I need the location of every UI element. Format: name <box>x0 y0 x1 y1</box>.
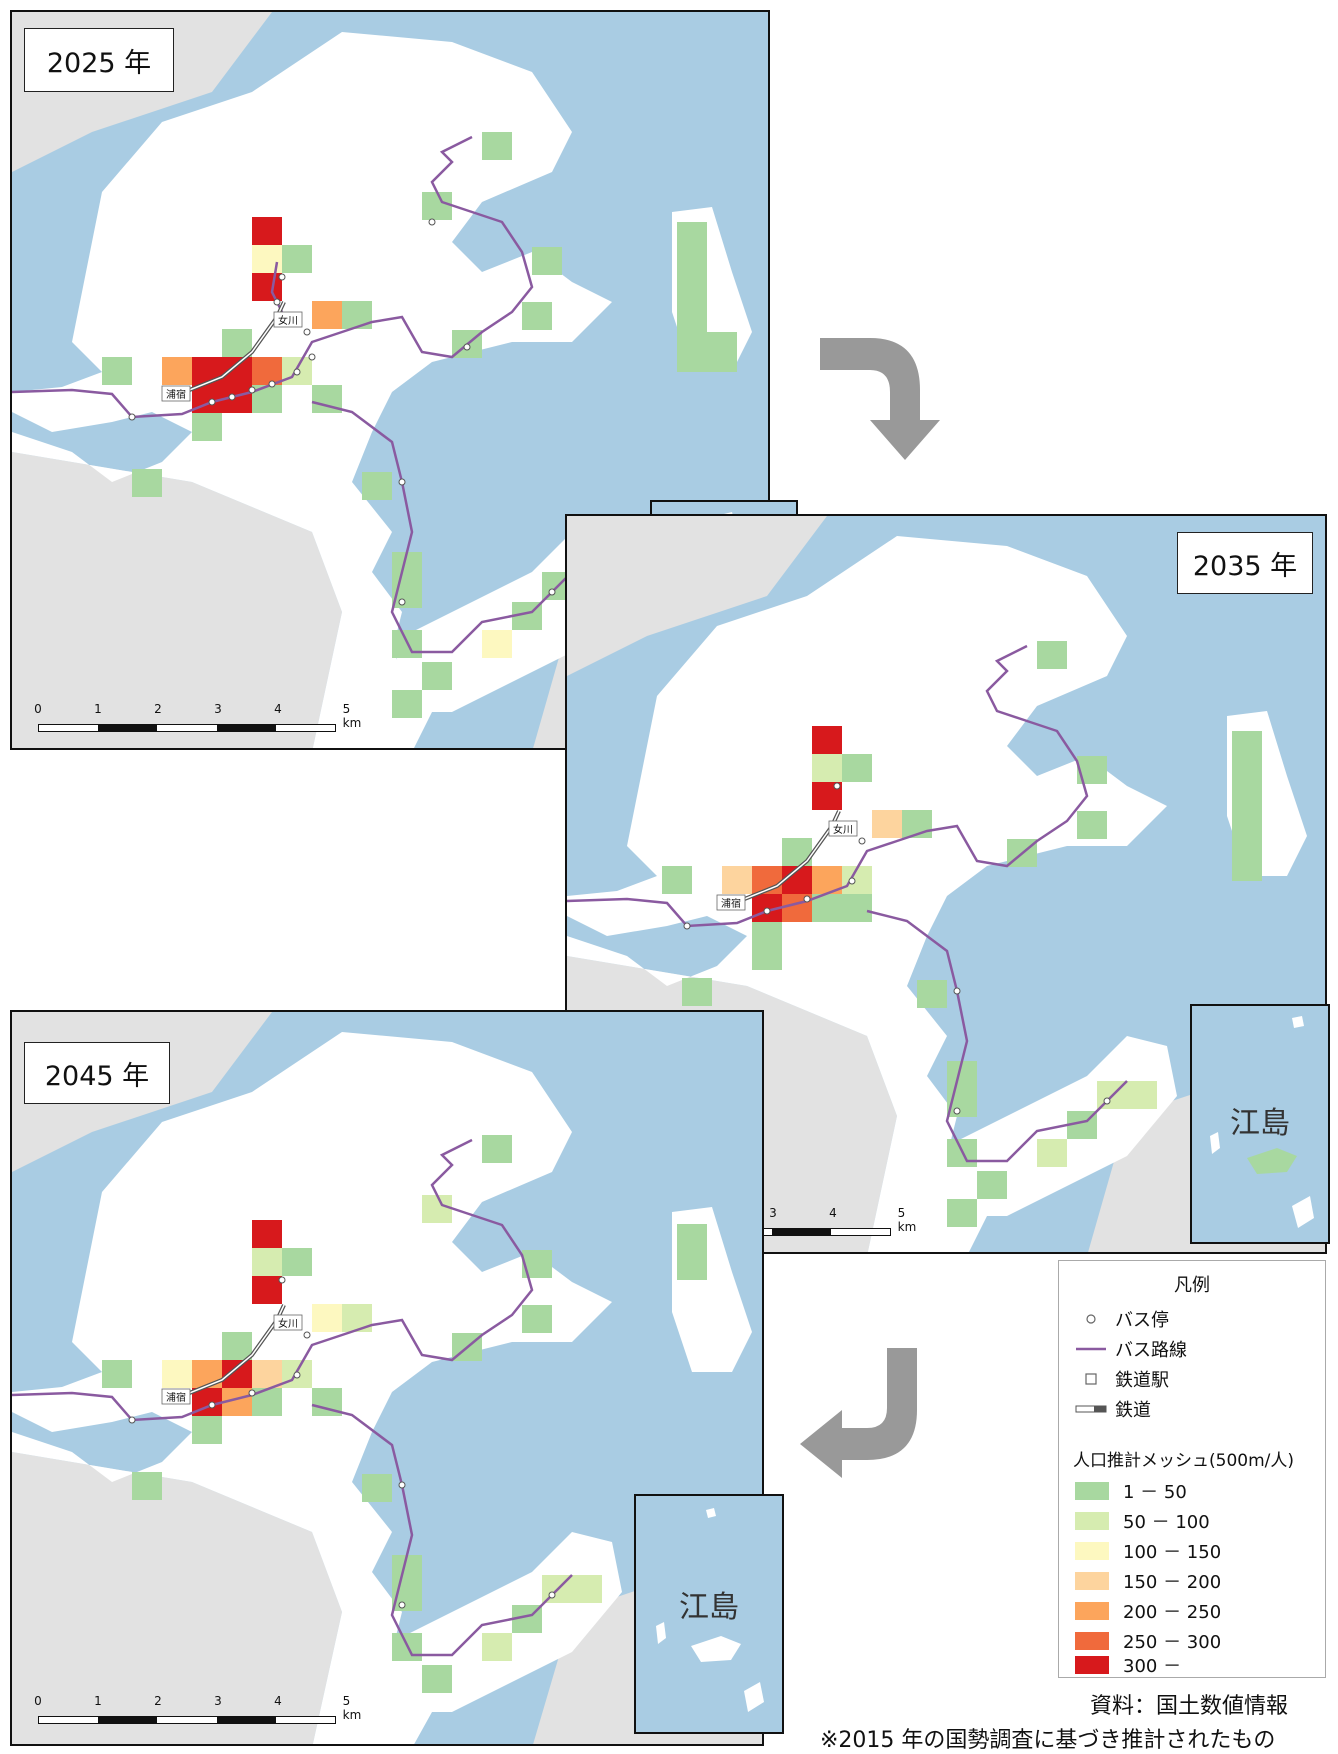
legend-class-label: 1 － 50 <box>1123 1482 1187 1503</box>
station-label-urashuku: 浦宿 <box>716 894 746 911</box>
inset-ejima-2035: 江島 <box>1190 1004 1330 1244</box>
scale-tick: 0 <box>34 1694 42 1708</box>
scale-tick: 5 km <box>342 1694 362 1722</box>
source-credit: 資料：国土数値情報 <box>1090 1694 1289 1719</box>
svg-text:浦宿: 浦宿 <box>166 1391 186 1404</box>
legend-class: 1 － 50 <box>1073 1479 1187 1503</box>
station-label-onagawa: 女川 <box>273 311 303 328</box>
svg-text:浦宿: 浦宿 <box>721 897 741 910</box>
legend: 凡例 バス停 バス路線 鉄道駅 鉄道 人口推計メッシュ(500m/人) 1 － … <box>1058 1260 1326 1678</box>
bus-stops <box>128 218 556 606</box>
legend-class-label: 150 － 200 <box>1123 1572 1222 1593</box>
population-mesh <box>662 641 1262 1227</box>
legend-class: 50 － 100 <box>1073 1509 1210 1533</box>
scale-tick: 4 <box>829 1206 837 1220</box>
bus-stop-circle-icon <box>1073 1312 1109 1326</box>
legend-item-label: バス路線 <box>1115 1340 1187 1361</box>
svg-text:女川: 女川 <box>278 1317 298 1330</box>
legend-class-label: 250 － 300 <box>1123 1632 1222 1653</box>
station-label-onagawa: 女川 <box>828 820 858 837</box>
svg-text:浦宿: 浦宿 <box>166 388 186 401</box>
population-mesh <box>102 1135 707 1693</box>
bus-route <box>270 261 284 313</box>
legend-title: 凡例 <box>1174 1275 1210 1296</box>
legend-class: 200 － 250 <box>1073 1599 1221 1623</box>
year-label: 2035 年 <box>1177 532 1313 594</box>
year-label: 2045 年 <box>24 1042 170 1104</box>
scale-bar-graphic <box>38 724 336 732</box>
scale-tick: 5 km <box>897 1206 917 1234</box>
legend-item-label: バス停 <box>1115 1310 1169 1331</box>
legend-item-bus-route: バス路線 <box>1073 1337 1187 1361</box>
inset-ejima-2045: 江島 <box>634 1494 784 1734</box>
scale-tick: 5 km <box>342 702 362 730</box>
bus-route-line-icon <box>1073 1344 1109 1354</box>
bus-route <box>311 400 573 654</box>
scale-bar: 0 1 2 3 4 5 km <box>26 702 361 742</box>
legend-class-label: 100 － 150 <box>1123 1542 1222 1563</box>
legend-swatch <box>1075 1512 1109 1530</box>
legend-class: 250 － 300 <box>1073 1629 1221 1653</box>
legend-item-label: 鉄道駅 <box>1115 1370 1169 1391</box>
scale-tick: 4 <box>274 1694 282 1708</box>
map-2025: 女川 浦宿 2025 年 0 1 2 3 4 5 km <box>10 10 770 750</box>
legend-class: 100 － 150 <box>1073 1539 1221 1563</box>
scale-bar-graphic <box>38 1716 336 1724</box>
scale-tick: 3 <box>214 1694 222 1708</box>
footnote: ※2015 年の国勢調査に基づき推計されたもの <box>820 1728 1276 1753</box>
scale-bar: 0 1 2 3 4 5 km <box>26 1694 361 1734</box>
legend-swatch <box>1075 1572 1109 1590</box>
scale-tick: 3 <box>769 1206 777 1220</box>
curved-arrow-left-icon <box>800 1348 917 1478</box>
legend-swatch <box>1075 1656 1109 1674</box>
curved-arrow-down-icon <box>820 338 940 460</box>
inset-graphic <box>1210 1016 1314 1228</box>
inset-label: 江島 <box>679 1590 739 1625</box>
scale-tick: 2 <box>154 702 162 716</box>
legend-class: 300 － <box>1073 1653 1181 1677</box>
scale-tick: 2 <box>154 1694 162 1708</box>
legend-swatch <box>1075 1482 1109 1500</box>
legend-item-station: 鉄道駅 <box>1073 1367 1169 1391</box>
svg-text:女川: 女川 <box>833 823 853 836</box>
legend-swatch <box>1075 1632 1109 1650</box>
station-label-onagawa: 女川 <box>273 1314 303 1331</box>
legend-class-label: 300 － <box>1123 1656 1182 1677</box>
legend-item-bus-stop: バス停 <box>1073 1307 1169 1331</box>
year-label: 2025 年 <box>24 28 174 92</box>
neighbor-land <box>12 452 342 748</box>
scale-tick: 3 <box>214 702 222 716</box>
railway-line-icon <box>1073 1404 1109 1414</box>
legend-mesh-title: 人口推計メッシュ(500m/人) <box>1073 1451 1294 1471</box>
legend-swatch <box>1075 1602 1109 1620</box>
legend-item-railway: 鉄道 <box>1073 1397 1151 1421</box>
inset-label: 江島 <box>1230 1106 1290 1141</box>
scale-tick: 0 <box>34 702 42 716</box>
legend-swatch <box>1075 1542 1109 1560</box>
scale-tick: 1 <box>94 702 102 716</box>
station-label-urashuku: 浦宿 <box>161 1388 191 1405</box>
scale-tick: 4 <box>274 702 282 716</box>
station-label-urashuku: 浦宿 <box>161 385 191 402</box>
legend-class: 150 － 200 <box>1073 1569 1221 1593</box>
legend-class-label: 200 － 250 <box>1123 1602 1222 1623</box>
legend-item-label: 鉄道 <box>1115 1400 1151 1421</box>
inset-graphic <box>656 1508 764 1712</box>
svg-text:女川: 女川 <box>278 314 298 327</box>
scale-tick: 1 <box>94 1694 102 1708</box>
bus-route <box>12 135 534 419</box>
map-2025-graphic: 女川 浦宿 <box>12 12 768 748</box>
legend-class-label: 50 － 100 <box>1123 1512 1210 1533</box>
railway-station-square-icon <box>1073 1372 1109 1386</box>
